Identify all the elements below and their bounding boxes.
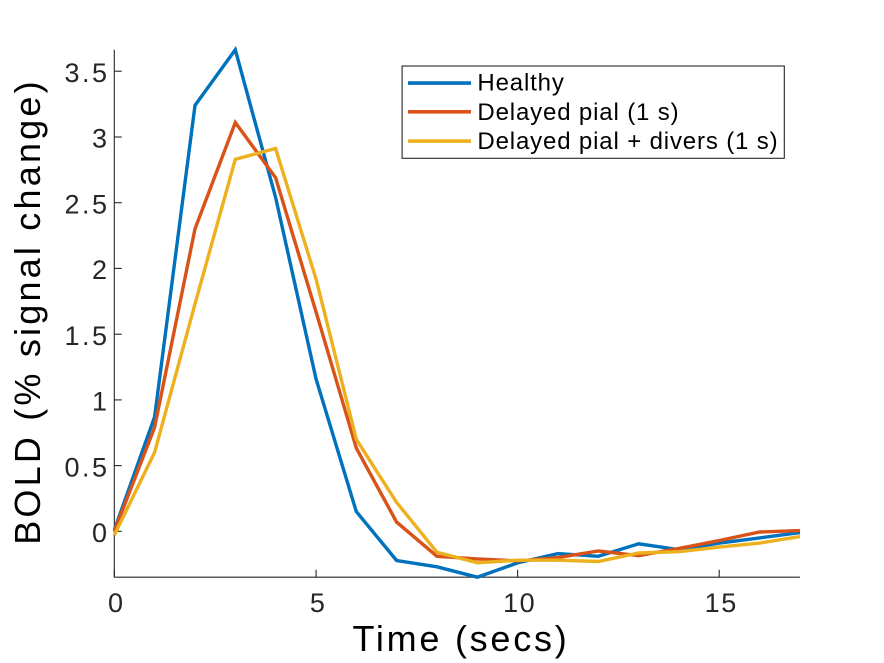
svg-text:3.5: 3.5 bbox=[64, 58, 109, 88]
svg-text:5: 5 bbox=[310, 588, 327, 618]
svg-text:Time (secs): Time (secs) bbox=[353, 618, 570, 659]
svg-text:3: 3 bbox=[92, 124, 110, 154]
svg-text:0: 0 bbox=[92, 518, 110, 548]
svg-text:Healthy: Healthy bbox=[477, 70, 564, 97]
svg-text:Delayed pial (1 s): Delayed pial (1 s) bbox=[477, 99, 679, 126]
svg-text:2.5: 2.5 bbox=[64, 189, 109, 219]
svg-text:15: 15 bbox=[705, 588, 738, 618]
svg-text:0: 0 bbox=[108, 588, 125, 618]
svg-text:0.5: 0.5 bbox=[64, 452, 109, 482]
svg-text:2: 2 bbox=[92, 255, 110, 285]
svg-text:BOLD (% signal change): BOLD (% signal change) bbox=[7, 78, 48, 545]
svg-text:1.5: 1.5 bbox=[64, 321, 109, 351]
svg-text:10: 10 bbox=[503, 588, 536, 618]
svg-text:1: 1 bbox=[92, 387, 110, 417]
svg-text:Delayed pial + divers (1 s): Delayed pial + divers (1 s) bbox=[477, 128, 778, 155]
